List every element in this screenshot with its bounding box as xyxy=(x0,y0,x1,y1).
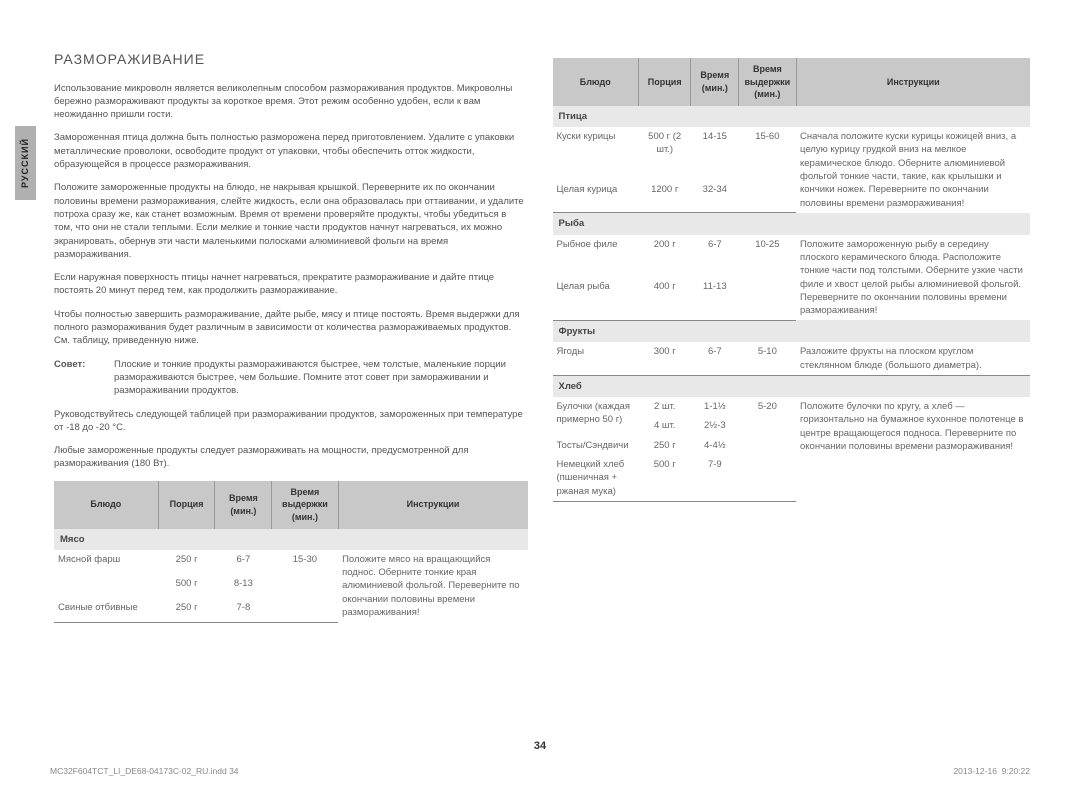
cell: 7-9 xyxy=(691,455,739,501)
cell: 250 г xyxy=(158,550,215,574)
paragraph: Положите замороженные продукты на блюдо,… xyxy=(54,181,528,261)
cat-fruit: Фрукты xyxy=(553,320,1031,342)
cell: 14-15 xyxy=(691,127,739,180)
tip-label: Совет: xyxy=(54,358,114,398)
cell: Булочки (каждая примерно 50 г) xyxy=(553,397,639,436)
cat-bread: Хлеб xyxy=(553,375,1031,397)
cell: 6-7 xyxy=(691,235,739,277)
paragraph: Использование микроволн является великол… xyxy=(54,82,528,122)
cell-instr: Положите замороженную рыбу в середину пл… xyxy=(796,235,1030,321)
cell: 15-60 xyxy=(739,127,796,180)
cell: 250 г xyxy=(158,598,215,623)
cell-instr: Сначала положите куски курицы кожицей вн… xyxy=(796,127,1030,213)
th-instr: Инструкции xyxy=(338,481,527,529)
cell: Свиные отбивные xyxy=(54,598,158,623)
footer: MC32F604TCT_LI_DE68-04173C-02_RU.indd 34… xyxy=(50,766,1030,778)
th-hold: Время выдержки (мин.) xyxy=(739,58,796,106)
th-portion: Порция xyxy=(638,58,691,106)
cell: 250 г xyxy=(638,436,691,455)
footer-left: MC32F604TCT_LI_DE68-04173C-02_RU.indd 34 xyxy=(50,766,239,778)
paragraph: Чтобы полностью завершить размораживание… xyxy=(54,308,528,348)
cat-poultry: Птица xyxy=(553,106,1031,127)
cell: 200 г xyxy=(638,235,691,277)
cell: 1200 г xyxy=(638,180,691,212)
cell: 32-34 xyxy=(691,180,739,212)
cell: Куски курицы xyxy=(553,127,639,180)
cell-instr: Положите мясо на вращающийся поднос. Обе… xyxy=(338,550,527,622)
cell: 500 г xyxy=(158,574,215,598)
cell: 8-13 xyxy=(215,574,272,598)
cell-instr: Разложите фрукты на плоском круглом стек… xyxy=(796,342,1030,375)
cell: 5-10 xyxy=(739,342,796,375)
cell-instr: Положите булочки по кругу, а хлеб — гори… xyxy=(796,397,1030,501)
page-number: 34 xyxy=(534,739,546,754)
cell: Тосты/Сэндвичи xyxy=(553,436,639,455)
cell: 500 г xyxy=(638,455,691,501)
cell: Целая курица xyxy=(553,180,639,212)
page-content: РУССКИЙ РАЗМОРАЖИВАНИЕ Использование мик… xyxy=(50,50,1030,623)
left-table: Блюдо Порция Время (мин.) Время выдержки… xyxy=(54,481,528,623)
cat-meat: Мясо xyxy=(54,529,528,550)
th-dish: Блюдо xyxy=(54,481,158,529)
th-time: Время (мин.) xyxy=(691,58,739,106)
tip-text: Плоские и тонкие продукты размораживаютс… xyxy=(114,358,528,398)
cell: Мясной фарш xyxy=(54,550,158,574)
cell: 400 г xyxy=(638,277,691,320)
cell: Целая рыба xyxy=(553,277,639,320)
cell: Рыбное филе xyxy=(553,235,639,277)
cell: 6-7 xyxy=(691,342,739,375)
paragraph: Руководствуйтесь следующей таблицей при … xyxy=(54,408,528,435)
language-tab: РУССКИЙ xyxy=(15,126,36,200)
cell: 4 шт. xyxy=(638,416,691,435)
left-column: РУССКИЙ РАЗМОРАЖИВАНИЕ Использование мик… xyxy=(50,50,528,623)
cat-fish: Рыба xyxy=(553,213,1031,235)
footer-right: 2013-12-16 ␮ 9:20:22 xyxy=(953,766,1030,778)
paragraph: Если наружная поверхность птицы начнет н… xyxy=(54,271,528,298)
cell: 10-25 xyxy=(739,235,796,277)
cell: 1-1½ xyxy=(691,397,739,416)
cell: 4-4½ xyxy=(691,436,739,455)
th-portion: Порция xyxy=(158,481,215,529)
tip-row: Совет: Плоские и тонкие продукты размора… xyxy=(54,358,528,398)
th-dish: Блюдо xyxy=(553,58,639,106)
cell: 2½-3 xyxy=(691,416,739,435)
cell: Ягоды xyxy=(553,342,639,375)
cell: 7-8 xyxy=(215,598,272,623)
th-time: Время (мин.) xyxy=(215,481,272,529)
cell: 11-13 xyxy=(691,277,739,320)
right-column: Блюдо Порция Время (мин.) Время выдержки… xyxy=(553,50,1031,623)
paragraph: Замороженная птица должна быть полностью… xyxy=(54,131,528,171)
cell: 500 г (2 шт.) xyxy=(638,127,691,180)
cell: 2 шт. xyxy=(638,397,691,416)
cell: 300 г xyxy=(638,342,691,375)
th-instr: Инструкции xyxy=(796,58,1030,106)
section-title: РАЗМОРАЖИВАНИЕ xyxy=(54,50,528,70)
th-hold: Время выдержки (мин.) xyxy=(272,481,338,529)
cell: 5-20 xyxy=(739,397,796,416)
cell: 15-30 xyxy=(272,550,338,574)
cell: 6-7 xyxy=(215,550,272,574)
paragraph: Любые замороженные продукты следует разм… xyxy=(54,444,528,471)
right-table: Блюдо Порция Время (мин.) Время выдержки… xyxy=(553,58,1031,502)
cell: Немецкий хлеб (пшеничная + ржаная мука) xyxy=(553,455,639,501)
